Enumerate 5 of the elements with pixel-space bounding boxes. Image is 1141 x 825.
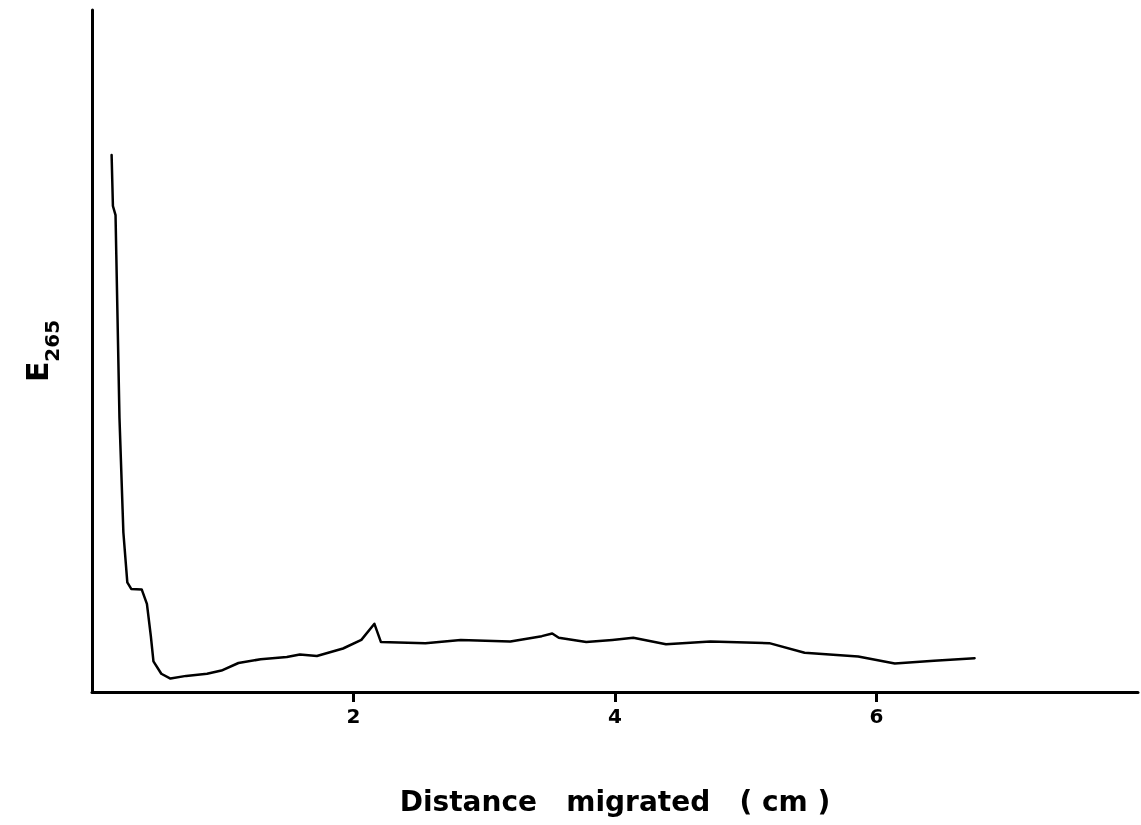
x-axis-title: Distance migrated ( cm ) [399, 784, 831, 818]
x-tick-label: 4 [608, 704, 622, 728]
x-tick-label: 2 [346, 704, 361, 728]
x-tick-label: 6 [869, 704, 884, 728]
y-axis-title: E265 [19, 319, 64, 383]
